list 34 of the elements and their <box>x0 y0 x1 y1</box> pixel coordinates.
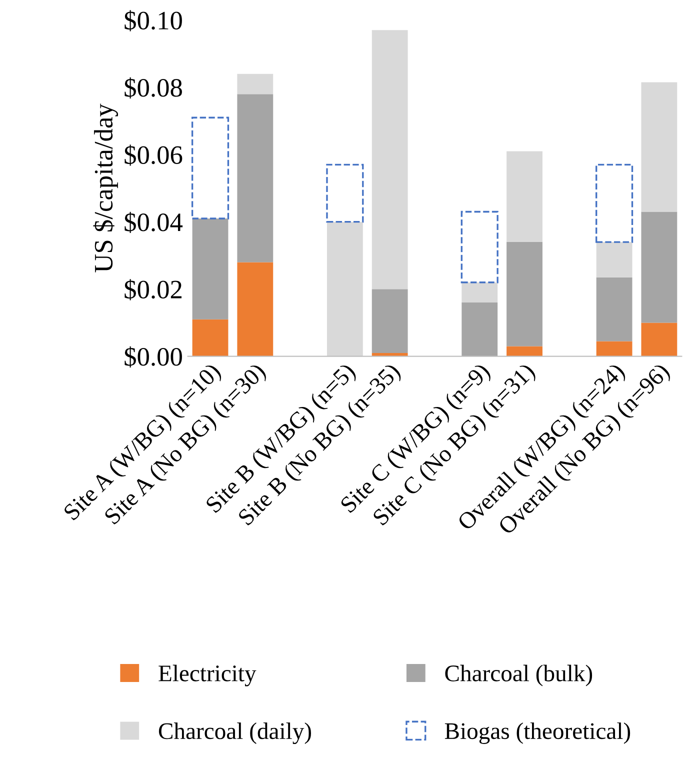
bar <box>641 212 678 323</box>
bar <box>237 94 274 262</box>
y-tick-label: $0.00 <box>124 346 182 368</box>
bar <box>372 30 408 290</box>
bar <box>596 164 634 243</box>
bar <box>596 242 632 278</box>
bar <box>237 262 274 356</box>
legend-label: Electricity <box>158 664 256 686</box>
y-tick-label: $0.04 <box>124 212 183 234</box>
y-tick-label: $0.08 <box>124 77 182 99</box>
legend-label: Charcoal (bulk) <box>445 664 592 686</box>
bar <box>192 218 228 320</box>
y-tick-label: $0.10 <box>124 10 182 32</box>
y-tick-label: $0.02 <box>124 279 182 300</box>
bar <box>506 346 542 356</box>
bar <box>641 82 678 212</box>
bar <box>641 322 678 356</box>
bar <box>462 302 498 356</box>
legend-label: Biogas (theoretical) <box>444 722 630 744</box>
bar <box>191 116 230 220</box>
bar <box>596 341 632 356</box>
bar <box>192 319 228 356</box>
bar <box>460 210 498 284</box>
bar <box>237 74 274 94</box>
bar <box>462 282 498 303</box>
y-axis-title: US $/capita/day <box>93 104 118 272</box>
y-tick-label: $0.06 <box>124 144 182 166</box>
bar <box>506 151 542 242</box>
bar <box>506 242 542 346</box>
bar <box>596 277 632 342</box>
legend-label: Charcoal (daily) <box>158 722 311 744</box>
bar <box>326 164 364 223</box>
bar <box>372 289 408 353</box>
bar <box>326 222 363 356</box>
